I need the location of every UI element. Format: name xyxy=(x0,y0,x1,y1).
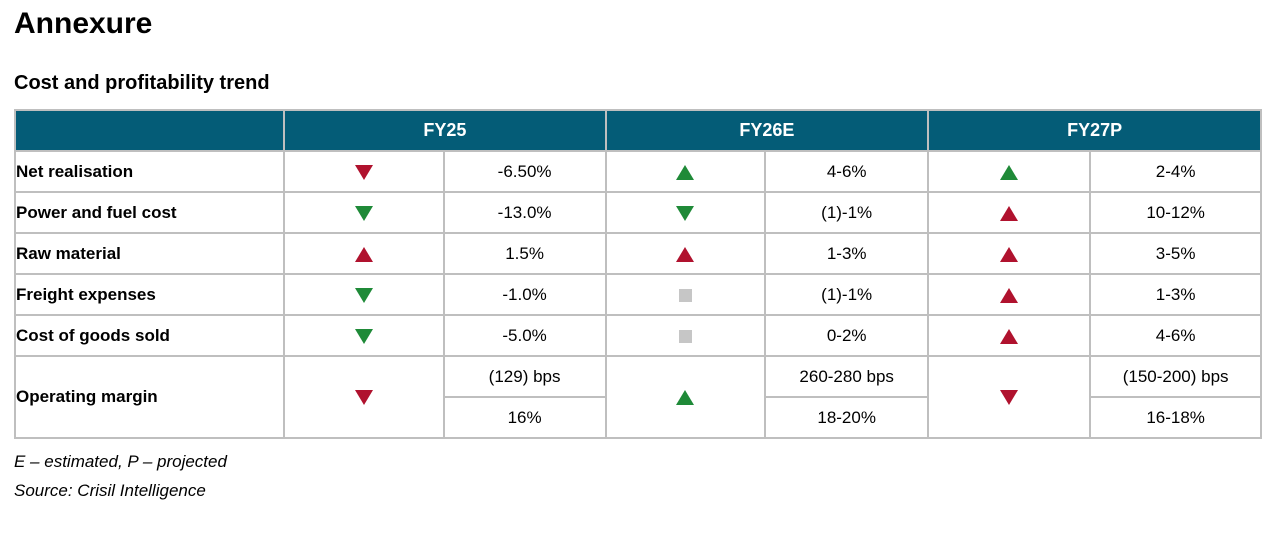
value-cell: 1-3% xyxy=(1089,273,1262,316)
page-title: Annexure xyxy=(14,7,153,40)
table-row: Net realisation -6.50% 4-6% 2-4% xyxy=(13,150,1262,193)
row-label: Power and fuel cost xyxy=(13,191,286,234)
table-row: Power and fuel cost -13.0% (1)-1% 10-12% xyxy=(13,191,1262,234)
table-caption: Cost and profitability trend xyxy=(14,72,270,94)
value-cell: -5.0% xyxy=(442,314,607,357)
triangle-up-icon xyxy=(676,390,695,406)
indicator-cell xyxy=(604,314,767,357)
triangle-down-icon xyxy=(354,205,373,221)
indicator-cell xyxy=(604,273,767,316)
indicator-cell xyxy=(927,355,1092,439)
corner-header-cell xyxy=(13,109,286,152)
value-cell: 18-20% xyxy=(764,396,930,439)
triangle-up-icon xyxy=(676,164,695,180)
value-cell: (129) bps xyxy=(442,355,607,398)
value-cell: 260-280 bps xyxy=(764,355,930,398)
column-header-fy25: FY25 xyxy=(283,109,607,152)
indicator-cell xyxy=(604,191,767,234)
row-label: Operating margin xyxy=(13,355,286,439)
triangle-up-icon xyxy=(1000,205,1019,221)
indicator-cell xyxy=(604,355,767,439)
indicator-cell xyxy=(283,273,445,316)
value-cell: 4-6% xyxy=(764,150,930,193)
value-cell: 16% xyxy=(442,396,607,439)
value-cell: 3-5% xyxy=(1089,232,1262,275)
column-header-fy26e: FY26E xyxy=(604,109,930,152)
triangle-up-icon xyxy=(1000,246,1019,262)
indicator-cell xyxy=(283,191,445,234)
value-cell: -13.0% xyxy=(442,191,607,234)
triangle-up-icon xyxy=(1000,164,1019,180)
source-attribution: Source: Crisil Intelligence xyxy=(14,480,206,500)
value-cell: 1.5% xyxy=(442,232,607,275)
row-label: Freight expenses xyxy=(13,273,286,316)
square-icon xyxy=(678,329,692,343)
triangle-down-icon xyxy=(676,205,695,221)
value-cell: 16-18% xyxy=(1089,396,1262,439)
footnote: E – estimated, P – projected xyxy=(14,452,227,471)
indicator-cell xyxy=(604,150,767,193)
value-cell: 1-3% xyxy=(764,232,930,275)
triangle-down-icon xyxy=(354,328,373,344)
column-header-fy27p: FY27P xyxy=(927,109,1262,152)
indicator-cell xyxy=(283,232,445,275)
triangle-up-icon xyxy=(676,246,695,262)
indicator-cell xyxy=(927,191,1092,234)
triangle-up-icon xyxy=(1000,287,1019,303)
row-label: Cost of goods sold xyxy=(13,314,286,357)
value-cell: (1)-1% xyxy=(764,191,930,234)
indicator-cell xyxy=(927,150,1092,193)
indicator-cell xyxy=(927,273,1092,316)
value-cell: 2-4% xyxy=(1089,150,1262,193)
row-label: Raw material xyxy=(13,232,286,275)
indicator-cell xyxy=(927,232,1092,275)
report-page: Annexure Cost and profitability trend FY… xyxy=(13,7,1262,500)
value-cell: 0-2% xyxy=(764,314,930,357)
value-cell: 4-6% xyxy=(1089,314,1262,357)
value-cell: (1)-1% xyxy=(764,273,930,316)
square-icon xyxy=(678,288,692,302)
cost-profitability-table: FY25 FY26E FY27P Net realisation -6.50% … xyxy=(13,109,1262,439)
indicator-cell xyxy=(927,314,1092,357)
indicator-cell xyxy=(283,355,445,439)
value-cell: (150-200) bps xyxy=(1089,355,1262,398)
triangle-up-icon xyxy=(354,246,373,262)
triangle-down-icon xyxy=(1000,390,1019,406)
table-row: Raw material 1.5% 1-3% 3-5% xyxy=(13,232,1262,275)
indicator-cell xyxy=(283,314,445,357)
table-row: Freight expenses -1.0% (1)-1% 1-3% xyxy=(13,273,1262,316)
header-row: FY25 FY26E FY27P xyxy=(13,109,1262,152)
table-row: Cost of goods sold -5.0% 0-2% 4-6% xyxy=(13,314,1262,357)
triangle-down-icon xyxy=(354,287,373,303)
row-label: Net realisation xyxy=(13,150,286,193)
triangle-down-icon xyxy=(354,164,373,180)
triangle-down-icon xyxy=(354,390,373,406)
value-cell: 10-12% xyxy=(1089,191,1262,234)
table-row: 16% 18-20% 16-18% xyxy=(15,396,1262,439)
triangle-up-icon xyxy=(1000,328,1019,344)
indicator-cell xyxy=(283,150,445,193)
table-row: Operating margin (129) bps 260-280 bps (… xyxy=(13,355,1262,439)
value-cell: -1.0% xyxy=(442,273,607,316)
value-cell: -6.50% xyxy=(442,150,607,193)
indicator-cell xyxy=(604,232,767,275)
